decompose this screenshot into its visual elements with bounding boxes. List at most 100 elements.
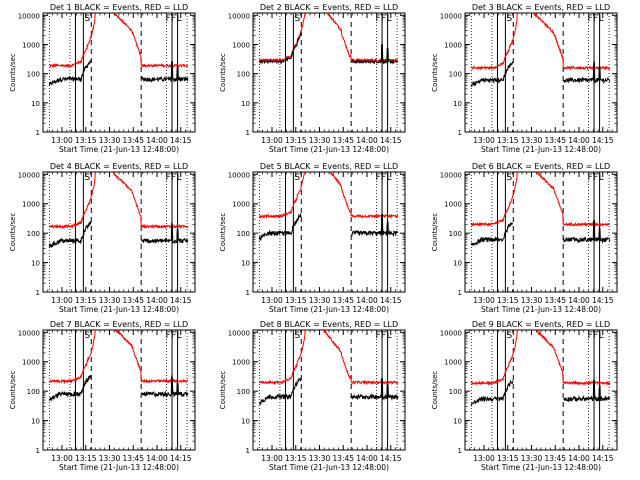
panel-det-1: Det 1 BLACK = Events, RED = LLD 1 10 100 100… xyxy=(9,3,196,154)
x-tick-label: 14:15 xyxy=(170,296,192,305)
x-tick-label: 14:15 xyxy=(592,454,614,463)
x-tick-label: 14:00 xyxy=(356,136,378,145)
panel-title: Det 9 BLACK = Events, RED = LLD xyxy=(472,320,610,329)
y-tick-label: 10000 xyxy=(18,329,40,337)
y-tick-label: 1 xyxy=(36,447,40,455)
x-tick-label: 13:30 xyxy=(521,454,543,463)
x-tick-label: 14:00 xyxy=(568,296,590,305)
panel-title: Det 5 BLACK = Events, RED = LLD xyxy=(260,162,398,171)
marker-letter: F xyxy=(375,331,380,341)
y-tick-label: 1 xyxy=(36,289,40,297)
panel-det-5: Det 5 BLACK = Events, RED = LLD 1 10 100 100… xyxy=(219,162,406,314)
marker-letter: F xyxy=(593,173,598,183)
y-tick-label: 10000 xyxy=(440,171,462,179)
y-axis-label: Counts/sec xyxy=(219,371,227,410)
marker-letter: F xyxy=(587,173,592,183)
x-tick-label: 13:30 xyxy=(99,454,121,463)
x-tick-label: 13:45 xyxy=(122,296,144,305)
marker-letter: F xyxy=(381,173,386,183)
marker-letter: L xyxy=(599,173,604,183)
y-tick-label: 10000 xyxy=(228,12,250,20)
y-tick-label: 10000 xyxy=(228,171,250,179)
y-tick-label: 10 xyxy=(241,418,250,426)
x-tick-label: 13:45 xyxy=(332,454,354,463)
marker-letter: S xyxy=(294,331,300,341)
y-tick-label: 10 xyxy=(453,260,462,268)
x-tick-label: 13:15 xyxy=(75,296,97,305)
marker-letter: L xyxy=(387,173,392,183)
panel-det-9: Det 9 BLACK = Events, RED = LLD 1 10 100 100… xyxy=(431,320,618,472)
marker-letter: S xyxy=(506,14,512,24)
x-axis-label: Start Time (21-Jun-13 12:48:00) xyxy=(481,463,601,472)
y-tick-label: 10000 xyxy=(440,329,462,337)
y-axis-label: Counts/sec xyxy=(219,213,227,252)
y-tick-label: 100 xyxy=(449,388,462,396)
x-tick-label: 13:30 xyxy=(99,296,121,305)
x-tick-label: 13:30 xyxy=(521,296,543,305)
y-tick-label: 1000 xyxy=(232,41,250,49)
marker-letter: F xyxy=(593,331,598,341)
y-tick-label: 1000 xyxy=(232,201,250,209)
y-tick-label: 100 xyxy=(27,388,40,396)
x-tick-label: 13:15 xyxy=(75,136,97,145)
x-tick-label: 14:15 xyxy=(170,454,192,463)
x-tick-label: 13:00 xyxy=(51,136,73,145)
y-tick-label: 1 xyxy=(458,447,462,455)
marker-letter: S xyxy=(506,331,512,341)
y-tick-label: 10 xyxy=(31,418,40,426)
marker-letter: S xyxy=(84,331,90,341)
lld-series-line xyxy=(259,330,399,386)
x-tick-label: 13:15 xyxy=(285,454,307,463)
lld-series-line xyxy=(470,13,611,71)
events-series-line xyxy=(48,60,189,86)
marker-letter: L xyxy=(387,331,392,341)
y-tick-label: 100 xyxy=(237,71,250,79)
events-series-line xyxy=(470,379,611,407)
marker-letter: L xyxy=(599,14,604,24)
y-tick-label: 10000 xyxy=(228,329,250,337)
x-tick-label: 13:30 xyxy=(309,136,331,145)
panel-det-3: Det 3 BLACK = Events, RED = LLD 1 10 100 100… xyxy=(431,3,618,154)
marker-letter: L xyxy=(599,331,604,341)
x-axis-label: Start Time (21-Jun-13 12:48:00) xyxy=(269,305,389,314)
marker-letter: F xyxy=(165,331,170,341)
y-tick-label: 10000 xyxy=(18,12,40,20)
x-tick-label: 13:15 xyxy=(75,454,97,463)
marker-letter: S xyxy=(506,173,512,183)
lld-series-line xyxy=(258,13,399,64)
marker-letter: S xyxy=(294,14,300,24)
x-tick-label: 13:00 xyxy=(51,296,73,305)
x-tick-label: 13:00 xyxy=(51,454,73,463)
y-tick-label: 10 xyxy=(241,100,250,108)
x-axis-label: Start Time (21-Jun-13 12:48:00) xyxy=(481,145,601,154)
x-tick-label: 13:30 xyxy=(99,136,121,145)
events-series-line xyxy=(470,219,611,247)
y-tick-label: 1 xyxy=(36,129,40,137)
lld-series-line xyxy=(470,172,611,228)
y-tick-label: 100 xyxy=(449,71,462,79)
x-tick-label: 13:30 xyxy=(309,296,331,305)
y-axis-label: Counts/sec xyxy=(431,53,439,92)
panel-det-4: Det 4 BLACK = Events, RED = LLD 1 10 100 100… xyxy=(9,162,196,314)
events-series-line xyxy=(470,60,611,87)
y-tick-label: 1 xyxy=(246,129,250,137)
y-tick-label: 1000 xyxy=(22,359,40,367)
y-tick-label: 1000 xyxy=(444,201,462,209)
x-tick-label: 13:00 xyxy=(473,136,495,145)
y-axis-label: Counts/sec xyxy=(431,371,439,410)
events-series-line xyxy=(48,375,189,402)
x-tick-label: 13:00 xyxy=(261,454,283,463)
marker-letter: F xyxy=(171,173,176,183)
y-axis-label: Counts/sec xyxy=(9,53,17,92)
events-series-line xyxy=(258,32,399,65)
y-tick-label: 10 xyxy=(241,260,250,268)
y-tick-label: 10000 xyxy=(440,12,462,20)
y-tick-label: 1000 xyxy=(232,359,250,367)
y-tick-label: 1 xyxy=(246,447,250,455)
x-tick-label: 14:00 xyxy=(568,136,590,145)
marker-letter: F xyxy=(171,14,176,24)
marker-letter: F xyxy=(165,14,170,24)
x-axis-label: Start Time (21-Jun-13 12:48:00) xyxy=(481,305,601,314)
marker-letter: L xyxy=(177,14,182,24)
